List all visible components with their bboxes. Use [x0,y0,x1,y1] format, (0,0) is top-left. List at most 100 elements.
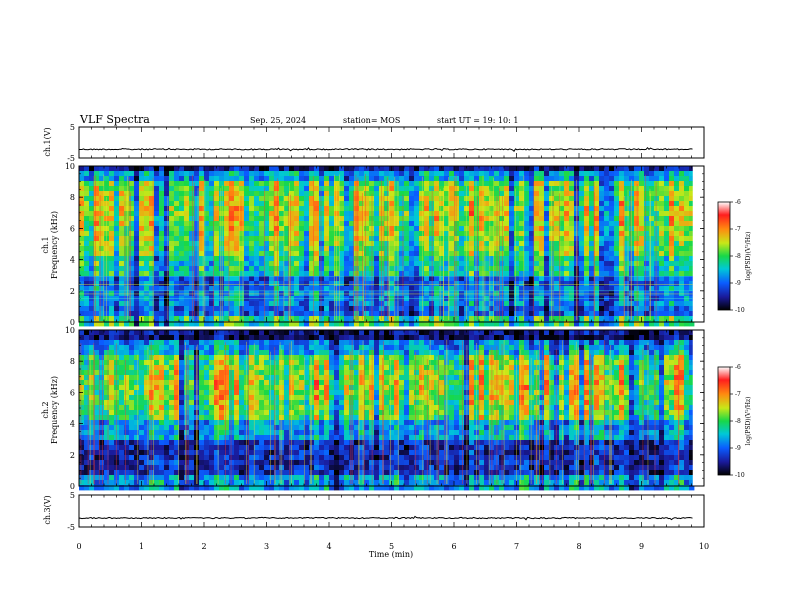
spectrogram-cell [304,261,310,267]
spectrogram-cell [349,276,355,282]
spectrogram-cell [224,251,230,257]
spectrogram-cell [474,286,480,292]
spectrogram-cell [294,206,300,212]
spectrogram-cell [114,191,120,197]
spectrogram-cell [119,405,125,411]
spectrogram-cell [644,246,650,252]
spectrogram-cell [124,405,130,411]
spectrogram-cell [129,350,135,356]
spectrogram-cell [89,321,95,327]
spectrogram-cell [464,311,470,317]
spectrogram-cell [629,176,635,182]
spectrogram-cell [319,286,325,292]
spectrogram-cell [444,201,450,207]
spectrogram-cell [199,221,205,227]
spectrogram-cell [89,191,95,197]
spectrogram-cell [194,306,200,312]
spectrogram-cell [449,306,455,312]
spectrogram-cell [684,286,690,292]
spectrogram-cell [284,271,290,277]
spectrogram-cell [164,176,170,182]
spectrogram-cell [134,420,140,426]
spectrogram-cell [169,340,175,346]
spectrogram-cell [164,405,170,411]
spectrogram-cell [164,420,170,426]
spectrogram-cell [554,181,560,187]
spectrogram-cell [404,231,410,237]
spectrogram-cell [164,216,170,222]
spectrogram-cell [644,181,650,187]
spectrogram-cell [624,311,630,317]
spectrogram-cell [444,221,450,227]
spectrogram-cell [399,276,405,282]
spectrogram-cell [329,181,335,187]
spectrogram-cell [79,191,85,197]
spectrogram-cell [104,465,110,471]
spectrogram-cell [489,176,495,182]
spectrogram-cell [664,311,670,317]
spectrogram-cell [89,420,95,426]
spectrogram-cell [164,380,170,386]
spectrogram-cell [674,221,680,227]
spectrogram-cell [544,316,550,322]
spectrogram-cell [194,226,200,232]
spectrogram-cell [499,256,505,262]
spectrogram-cell [239,286,245,292]
spectrogram-cell [544,231,550,237]
spectrogram-cell [439,301,445,307]
spectrogram-cell [124,355,130,361]
spectrogram-cell [149,450,155,456]
spectrogram-cell [524,176,530,182]
spectrogram-cell [204,206,210,212]
spectrogram-cell [84,266,90,272]
spectrogram-cell [394,306,400,312]
spectrogram-cell [99,430,105,436]
spectrogram-cell [404,181,410,187]
spectrogram-cell [159,246,165,252]
spectrogram-cell [674,276,680,282]
spectrogram-cell [174,410,180,416]
spectrogram-cell [579,216,585,222]
spectrogram-cell [384,236,390,242]
spectrogram-cell [119,241,125,247]
spectrogram-cell [229,261,235,267]
spectrogram-cell [584,176,590,182]
spectrogram-cell [679,216,685,222]
spectrogram-cell [489,226,495,232]
spectrogram-cell [94,375,100,381]
spectrogram-cell [219,261,225,267]
spectrogram-cell [119,365,125,371]
spectrogram-cell [374,251,380,257]
spectrogram-cell [189,286,195,292]
spectrogram-cell [339,271,345,277]
spectrogram-cell [179,181,185,187]
spectrogram-cell [684,266,690,272]
spectrogram-cell [289,276,295,282]
spectrogram-cell [519,221,525,227]
spectrogram-cell [654,321,660,327]
spectrogram-cell [509,306,515,312]
spectrogram-cell [169,211,175,217]
spectrogram-cell [359,201,365,207]
spectrogram-cell [214,256,220,262]
spectrogram-cell [579,321,585,327]
spectrogram-cell [174,365,180,371]
spectrogram-cell [179,306,185,312]
spectrogram-cell [189,246,195,252]
spectrogram-cell [239,251,245,257]
spectrogram-cell [149,271,155,277]
spectrogram-cell [634,231,640,237]
spectrogram-cell [459,281,465,287]
spectrogram-cell [134,211,140,217]
spectrogram-cell [489,221,495,227]
spectrogram-cell [114,316,120,322]
spectrogram-cell [509,191,515,197]
spectrogram-cell [419,166,425,172]
spectrogram-cell [154,485,160,491]
spectrogram-cell [269,256,275,262]
spectrogram-cell [169,365,175,371]
spectrogram-cell [134,281,140,287]
spectrogram-cell [499,186,505,192]
spectrogram-cell [269,166,275,172]
spectrogram-cell [499,166,505,172]
